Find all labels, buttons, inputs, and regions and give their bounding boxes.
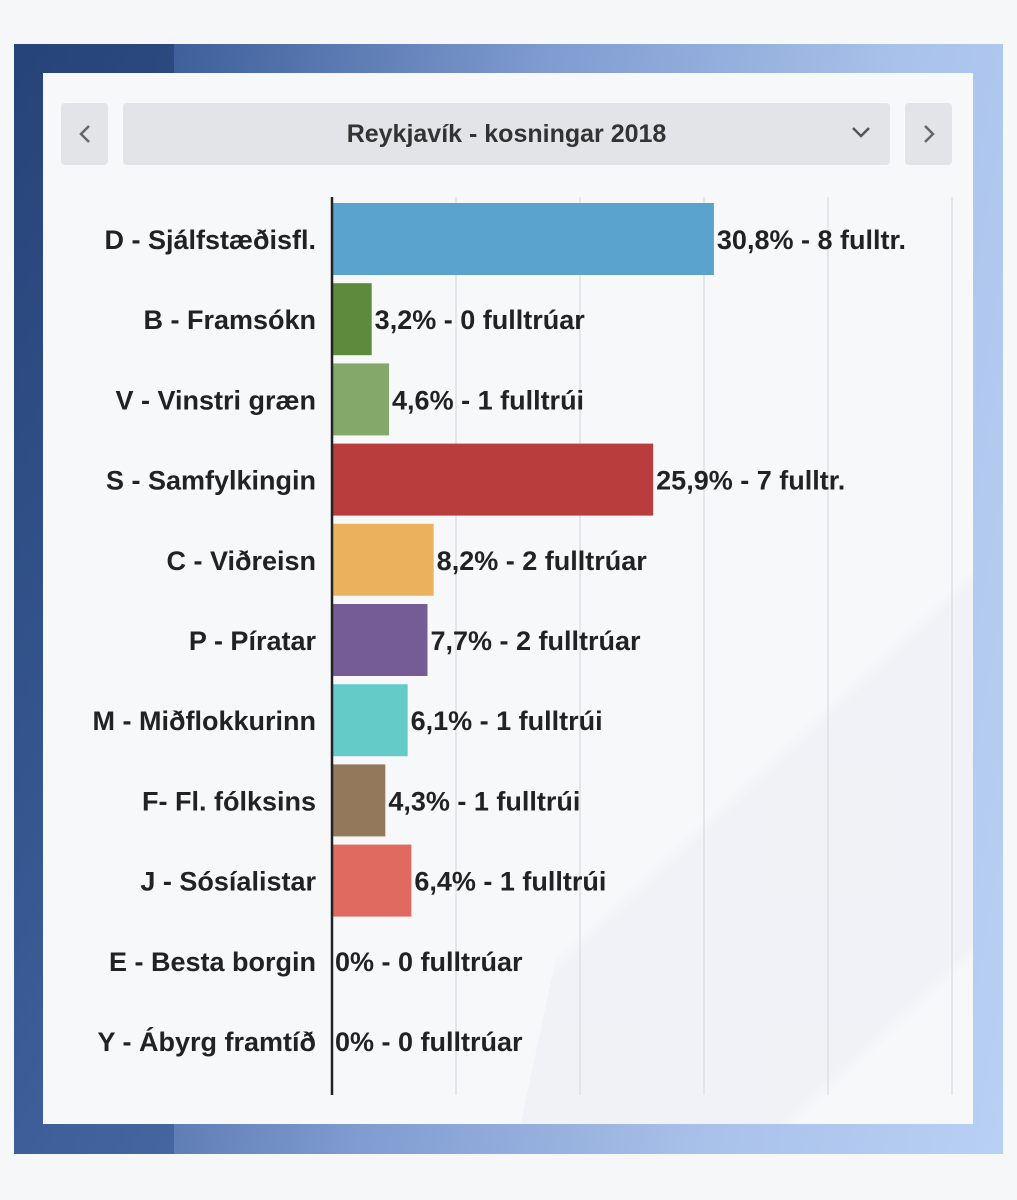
bar (332, 684, 408, 757)
value-label: 6,4% - 1 fulltrúi (414, 867, 606, 897)
value-label: 30,8% - 8 fulltr. (717, 225, 906, 255)
category-label: V - Vinstri græn (115, 385, 316, 415)
bar (332, 203, 714, 275)
bar (332, 844, 412, 917)
value-label: 8,2% - 2 fulltrúar (437, 546, 648, 576)
category-label: E - Besta borgin (109, 947, 316, 977)
previous-button[interactable] (61, 103, 108, 165)
value-label: 4,3% - 1 fulltrúi (388, 786, 580, 816)
category-label: Y - Ábyrg framtíð (97, 1026, 316, 1057)
bar (332, 363, 390, 436)
category-label: F- Fl. fólksins (142, 786, 316, 816)
category-label: S - Samfylkingin (106, 466, 316, 496)
bar (332, 764, 386, 837)
chevron-right-icon (923, 125, 935, 143)
category-label: M - Miðflokkurinn (93, 706, 316, 736)
bar (332, 443, 654, 516)
chart-panel: Reykjavík - kosningar 2018 D - Sjálfstæð… (43, 73, 973, 1124)
value-label: 7,7% - 2 fulltrúar (430, 626, 641, 656)
value-label: 6,1% - 1 fulltrúi (411, 706, 603, 736)
election-selector-label: Reykjavík - kosningar 2018 (346, 119, 667, 148)
category-label: D - Sjálfstæðisfl. (104, 225, 316, 255)
bar (332, 283, 372, 356)
election-selector[interactable]: Reykjavík - kosningar 2018 (123, 103, 890, 165)
value-label: 4,6% - 1 fulltrúi (392, 385, 584, 415)
bar (332, 523, 434, 596)
chevron-down-icon (852, 127, 870, 138)
value-label: 25,9% - 7 fulltr. (656, 466, 845, 496)
next-button[interactable] (905, 103, 952, 165)
value-label: 0% - 0 fulltrúar (335, 1027, 523, 1057)
chevron-left-icon (78, 125, 90, 143)
category-label: B - Framsókn (143, 305, 316, 335)
category-label: C - Viðreisn (166, 546, 316, 576)
category-label: J - Sósíalistar (140, 867, 316, 897)
value-label: 0% - 0 fulltrúar (335, 947, 523, 977)
bar-chart: D - Sjálfstæðisfl. 30,8% - 8 fulltr. B - F… (93, 197, 953, 1095)
category-label: P - Píratar (189, 626, 317, 656)
bar (332, 604, 428, 676)
value-label: 3,2% - 0 fulltrúar (375, 305, 586, 335)
